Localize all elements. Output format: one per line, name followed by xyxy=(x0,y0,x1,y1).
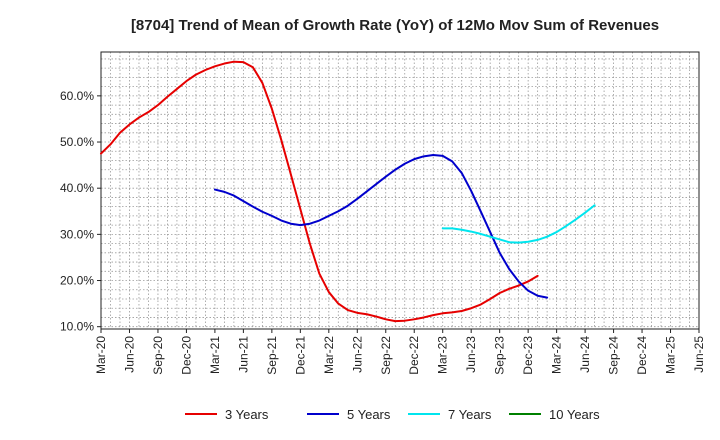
legend: 3 Years 5 Years 7 Years 10 Years xyxy=(185,407,600,422)
x-axis: Mar-20 Jun-20 Sep-20 Dec-20 Mar-21 Jun-21 Sep-… xyxy=(94,329,706,375)
x-tick-label: Sep-20 xyxy=(151,336,165,375)
y-axis: 10.0% 20.0% 30.0% 40.0% 50.0% 60.0% xyxy=(60,89,101,334)
x-tick-label: Mar-21 xyxy=(208,336,222,374)
y-tick-label: 20.0% xyxy=(60,274,94,288)
y-tick-label: 40.0% xyxy=(60,181,94,195)
legend-item-3-years: 3 Years xyxy=(185,407,269,422)
x-tick-label: Dec-21 xyxy=(293,336,307,375)
x-tick-label: Mar-24 xyxy=(550,336,564,374)
legend-item-7-years: 7 Years xyxy=(408,407,492,422)
plot-border xyxy=(100,51,700,330)
x-gridlines xyxy=(110,52,690,329)
x-tick-label: Jun-21 xyxy=(236,336,250,373)
x-tick-label: Dec-23 xyxy=(521,336,535,375)
series-layer xyxy=(100,60,596,323)
y-tick-label: 30.0% xyxy=(60,227,94,241)
x-tick-label: Mar-25 xyxy=(664,336,678,374)
legend-item-10-years: 10 Years xyxy=(509,407,600,422)
series-line-5-years xyxy=(213,153,549,299)
y-tick-label: 50.0% xyxy=(60,135,94,149)
plot-area xyxy=(101,52,699,329)
legend-label: 7 Years xyxy=(448,407,492,422)
x-tick-label: Dec-24 xyxy=(635,336,649,375)
y-gridlines xyxy=(101,58,699,328)
x-tick-label: Mar-23 xyxy=(436,336,450,374)
x-tick-label: Sep-21 xyxy=(265,336,279,375)
series-line-3-years xyxy=(100,60,539,323)
legend-label: 3 Years xyxy=(225,407,269,422)
chart-title: [8704] Trend of Mean of Growth Rate (YoY… xyxy=(131,17,659,34)
x-tick-label: Dec-20 xyxy=(179,336,193,375)
x-tick-label: Jun-25 xyxy=(692,336,706,373)
x-tick-label: Jun-24 xyxy=(578,336,592,373)
x-tick-label: Dec-22 xyxy=(407,336,421,375)
x-tick-label: Sep-23 xyxy=(493,336,507,375)
x-tick-label: Jun-20 xyxy=(122,336,136,373)
x-tick-label: Mar-22 xyxy=(322,336,336,374)
x-tick-label: Sep-22 xyxy=(379,336,393,375)
series-line-7-years xyxy=(441,204,596,244)
x-tick-label: Sep-24 xyxy=(607,336,621,375)
legend-label: 10 Years xyxy=(549,407,600,422)
x-tick-label: Jun-22 xyxy=(350,336,364,373)
legend-item-5-years: 5 Years xyxy=(307,407,391,422)
y-tick-label: 60.0% xyxy=(60,89,94,103)
x-tick-label: Mar-20 xyxy=(94,336,108,374)
x-tick-label: Jun-23 xyxy=(464,336,478,373)
legend-label: 5 Years xyxy=(347,407,391,422)
y-tick-label: 10.0% xyxy=(60,320,94,334)
